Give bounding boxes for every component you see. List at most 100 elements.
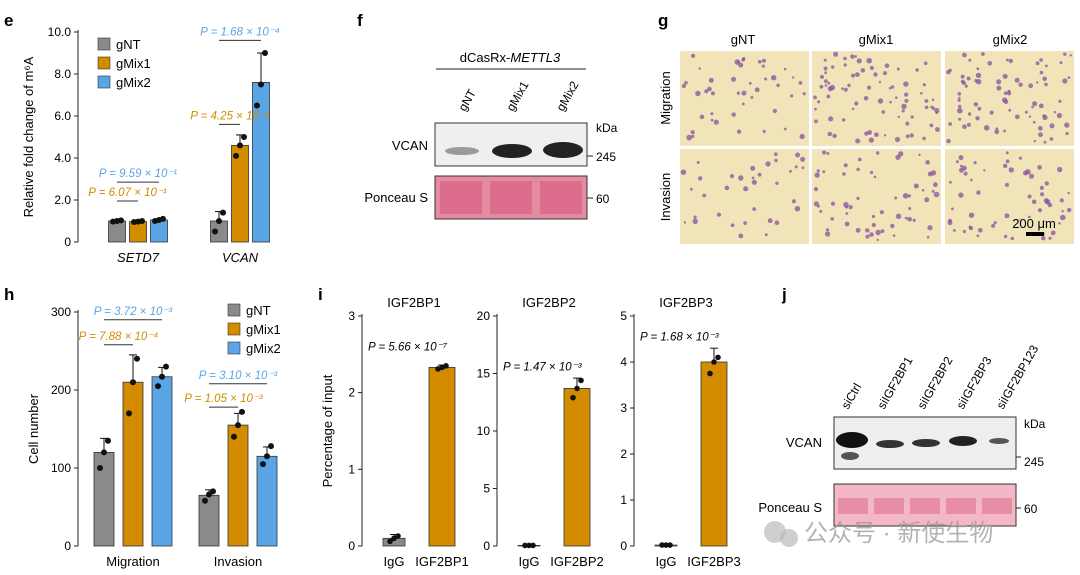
blot-f-lane-1: gNT: [455, 86, 479, 113]
cell-dot: [920, 92, 923, 95]
cell-dot: [1069, 54, 1073, 57]
cell-dot: [767, 218, 773, 224]
cell-dot: [792, 76, 795, 79]
x-category-label: Migration: [106, 554, 159, 569]
cell-dot: [698, 67, 701, 70]
cell-dot: [884, 63, 890, 68]
cell-dot: [822, 170, 826, 174]
x-category-label: IGF2BP2: [550, 554, 603, 569]
cell-dot: [704, 89, 709, 94]
cell-dot: [894, 196, 898, 200]
blot-panel-j: siCtrl siIGF2BP1 siIGF2BP2 siIGF2BP3 siI…: [758, 342, 1046, 527]
legend-label-gNT: gNT: [246, 303, 271, 318]
cell-dot: [927, 225, 933, 231]
cell-dot: [762, 129, 766, 133]
cell-dot: [848, 205, 853, 210]
data-point: [202, 497, 208, 504]
cell-dot: [931, 98, 935, 102]
cell-dot: [946, 138, 951, 144]
micrograph-panel-g: gNT gMix1 gMix2 Migration Invasion 200 μ…: [658, 32, 1074, 244]
cell-dot: [1010, 236, 1014, 241]
micro-col-gNT: gNT: [731, 32, 756, 47]
cell-dot: [1008, 108, 1012, 112]
legend-label-gMix2: gMix2: [246, 341, 281, 356]
cell-dot: [823, 58, 827, 62]
data-point: [254, 102, 260, 109]
cell-dot: [783, 67, 787, 71]
legend-swatch-gNT: [227, 303, 241, 317]
data-point: [522, 542, 528, 549]
y-axis-label: Percentage of input: [320, 374, 335, 487]
bar-IGF2BP3: [700, 361, 728, 547]
cell-dot: [1067, 207, 1072, 213]
cell-dot: [1053, 111, 1057, 114]
legend-swatch-gMix2: [227, 341, 241, 355]
cell-dot: [925, 160, 930, 165]
cell-dot: [750, 165, 756, 171]
cell-dot: [713, 119, 719, 125]
cell-dot: [1038, 103, 1044, 109]
cell-dot: [962, 52, 967, 58]
cell-dot: [1065, 131, 1069, 136]
x-category-label: Invasion: [214, 554, 262, 569]
cell-dot: [692, 218, 698, 224]
cell-dot: [851, 73, 855, 78]
cell-dot: [871, 214, 876, 219]
cell-dot: [901, 109, 905, 113]
legend-swatch-gMix2: [97, 75, 111, 89]
cell-dot: [902, 193, 909, 199]
scale-bar: [1026, 232, 1044, 236]
cell-dot: [976, 234, 980, 238]
cell-dot: [774, 152, 778, 156]
y-tick-label: 2: [348, 386, 355, 400]
cell-dot: [976, 67, 980, 71]
cell-dot: [857, 157, 862, 162]
cell-dot: [903, 81, 909, 87]
cell-dot: [716, 212, 722, 217]
cell-dot: [711, 91, 715, 96]
cell-dot: [1038, 132, 1043, 138]
watermark: 公众号 · 新使生物: [764, 520, 993, 547]
cell-dot: [738, 233, 744, 239]
cell-dot: [774, 158, 778, 163]
cell-dot: [758, 59, 762, 64]
cell-dot: [1004, 213, 1010, 219]
cell-dot: [918, 153, 921, 156]
cell-dot: [741, 90, 747, 96]
cell-dot: [1031, 199, 1037, 205]
cell-dot: [865, 228, 870, 233]
data-point: [659, 542, 665, 548]
cell-dot: [1031, 105, 1034, 109]
blot-f-title-prefix: dCasRx-: [460, 50, 511, 65]
data-point: [126, 410, 132, 417]
cell-dot: [935, 111, 939, 114]
cell-dot: [1045, 64, 1048, 68]
cell-dot: [691, 53, 696, 59]
cell-dot: [776, 83, 780, 88]
cell-dot: [1004, 182, 1010, 187]
cell-dot: [1003, 129, 1006, 133]
cell-dot: [869, 232, 874, 237]
cell-dot: [833, 51, 839, 57]
cell-dot: [771, 75, 777, 81]
bar-gMix2-0: [151, 376, 173, 547]
x-category-label: SETD7: [117, 250, 160, 265]
cell-dot: [1003, 99, 1009, 104]
bar-gNT-1: [198, 494, 220, 547]
cell-dot: [751, 176, 755, 180]
cell-dot: [967, 112, 972, 116]
cell-dot: [973, 102, 979, 107]
cell-dot: [957, 92, 962, 96]
cell-dot: [863, 96, 869, 101]
subplot-title: IGF2BP3: [659, 295, 712, 310]
cell-dot: [994, 129, 1000, 135]
legend-label-gNT: gNT: [116, 37, 141, 52]
cell-dot: [843, 163, 848, 168]
cell-dot: [875, 229, 881, 236]
cell-dot: [830, 201, 836, 206]
cell-dot: [996, 85, 1002, 91]
cell-dot: [968, 58, 972, 62]
cell-dot: [794, 165, 798, 169]
cell-dot: [869, 170, 874, 175]
cell-dot: [764, 77, 768, 81]
